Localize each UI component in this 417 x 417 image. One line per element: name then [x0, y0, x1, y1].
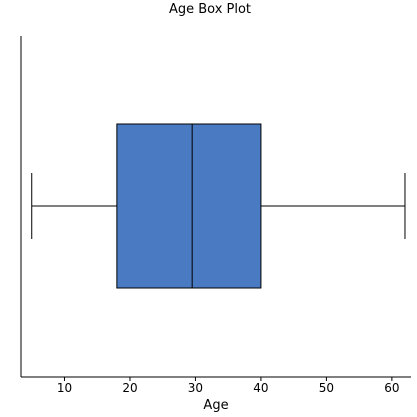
x-tick-label: 30 [188, 381, 203, 395]
plot-area [20, 36, 411, 378]
x-tick-label: 40 [253, 381, 268, 395]
x-axis-label: Age [203, 398, 228, 413]
x-tick-label: 10 [57, 381, 72, 395]
x-axis-ticks: 10 20 30 40 50 60 [57, 377, 400, 395]
x-tick-label: 60 [384, 381, 399, 395]
x-tick-label: 50 [319, 381, 334, 395]
iqr-box [116, 123, 262, 289]
x-tick-label: 20 [122, 381, 137, 395]
chart-title: Age Box Plot [169, 2, 251, 17]
